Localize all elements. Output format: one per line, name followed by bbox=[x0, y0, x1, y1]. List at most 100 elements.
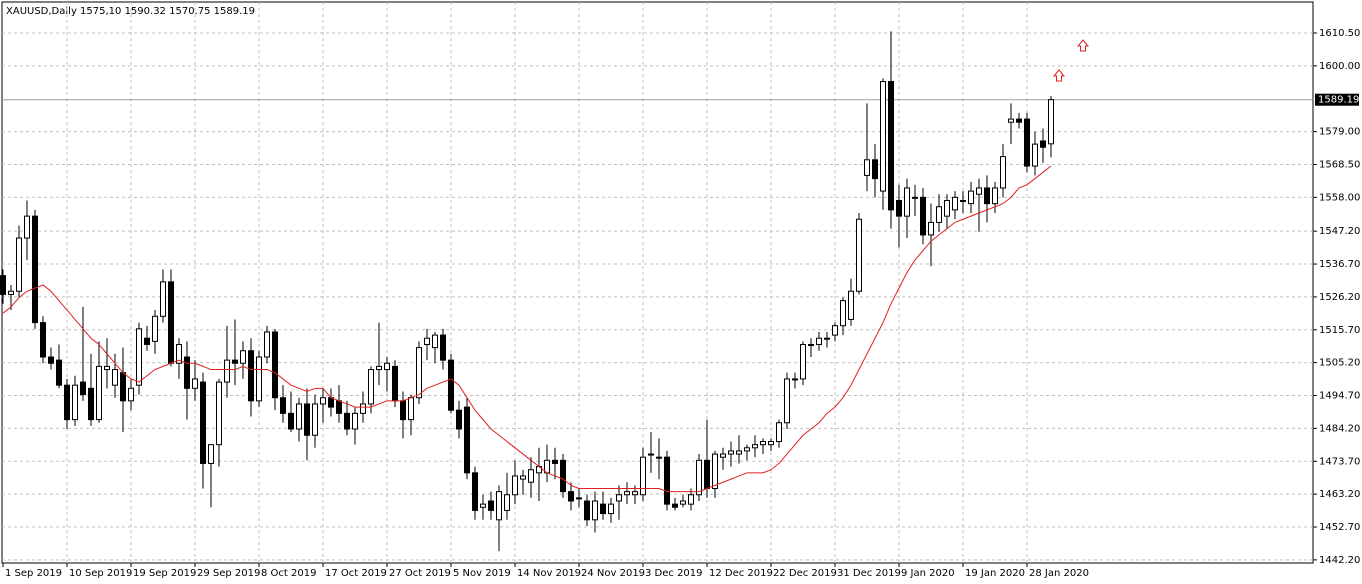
y-tick-label: 1610.50 bbox=[1319, 28, 1360, 39]
candle-body bbox=[272, 331, 278, 399]
candle-body bbox=[256, 356, 262, 402]
candle-body bbox=[200, 381, 206, 464]
candle-body bbox=[216, 381, 222, 446]
candle-body bbox=[920, 196, 926, 236]
candle-body bbox=[416, 347, 422, 399]
candle-body bbox=[808, 343, 814, 346]
candle-body bbox=[336, 400, 342, 414]
candle-body bbox=[32, 215, 38, 324]
candle-body bbox=[816, 337, 822, 345]
candle-body bbox=[160, 281, 166, 317]
x-tick-label: 31 Dec 2019 bbox=[837, 568, 901, 579]
plot-frame bbox=[1, 1, 1314, 564]
candle-body bbox=[824, 337, 830, 340]
candle-body bbox=[656, 456, 662, 459]
candle-body bbox=[672, 503, 678, 508]
candle-body bbox=[224, 359, 230, 383]
moving-average bbox=[2, 165, 1052, 493]
candle-body bbox=[360, 403, 366, 414]
x-tick-label: 10 Sep 2019 bbox=[69, 568, 132, 579]
candle-body bbox=[296, 403, 302, 430]
y-tick-label: 1484.20 bbox=[1319, 423, 1360, 434]
candle-body bbox=[624, 491, 630, 496]
candle-body bbox=[1008, 118, 1014, 123]
candle-body bbox=[1016, 118, 1022, 123]
candle-body bbox=[880, 81, 886, 192]
candle-body bbox=[520, 475, 526, 480]
candle-body bbox=[872, 159, 878, 180]
candle-body bbox=[896, 199, 902, 217]
candle-body bbox=[128, 387, 134, 402]
candle-body bbox=[208, 444, 214, 464]
candle-body bbox=[408, 397, 414, 421]
x-tick-label: 14 Nov 2019 bbox=[517, 568, 581, 579]
candle-body bbox=[104, 365, 110, 371]
candle-body bbox=[176, 343, 182, 364]
candle-body bbox=[248, 350, 254, 402]
candle-body bbox=[480, 503, 486, 508]
candle-body bbox=[768, 441, 774, 446]
candle-body bbox=[608, 503, 614, 515]
candle-body bbox=[240, 350, 246, 364]
candle-body bbox=[600, 503, 606, 515]
candle-body bbox=[40, 322, 46, 358]
candle-body bbox=[800, 343, 806, 380]
x-tick-label: 19 Sep 2019 bbox=[133, 568, 196, 579]
candle-body bbox=[744, 447, 750, 452]
candle-body bbox=[400, 400, 406, 421]
candle-body bbox=[1000, 156, 1006, 189]
candle-body bbox=[112, 369, 118, 386]
candle-body bbox=[488, 500, 494, 511]
candle-body bbox=[696, 459, 702, 496]
candle-body bbox=[584, 500, 590, 521]
candle-body bbox=[936, 206, 942, 223]
candle-body bbox=[928, 221, 934, 236]
candle-body bbox=[848, 290, 854, 320]
candle-body bbox=[1032, 143, 1038, 167]
y-tick-label: 1452.70 bbox=[1319, 522, 1360, 533]
y-tick-label: 1494.70 bbox=[1319, 391, 1360, 402]
candle-body bbox=[784, 378, 790, 424]
candle-body bbox=[72, 384, 78, 421]
candle-body bbox=[792, 378, 798, 381]
candle-body bbox=[616, 494, 622, 502]
candle-body bbox=[440, 334, 446, 361]
y-tick-label: 1547.20 bbox=[1319, 226, 1360, 237]
candle-body bbox=[192, 378, 198, 389]
price-tag bbox=[1315, 93, 1359, 106]
candle-body bbox=[504, 494, 510, 511]
y-tick-label: 1600.00 bbox=[1319, 61, 1360, 72]
candle-body bbox=[912, 196, 918, 199]
candle-body bbox=[728, 450, 734, 455]
candle-body bbox=[288, 412, 294, 430]
candle-body bbox=[152, 315, 158, 342]
candle-body bbox=[80, 381, 86, 396]
candle-body bbox=[736, 450, 742, 455]
x-tick-label: 19 Jan 2020 bbox=[965, 568, 1025, 579]
candle-body bbox=[680, 500, 686, 505]
candle-body bbox=[648, 453, 654, 456]
y-tick-label: 1463.20 bbox=[1319, 489, 1360, 500]
candle-body bbox=[984, 187, 990, 205]
y-tick-label: 1579.00 bbox=[1319, 127, 1360, 138]
price-tag-label: 1589.19 bbox=[1318, 95, 1359, 106]
x-tick-label: 9 Jan 2020 bbox=[901, 568, 955, 579]
x-tick-label: 1 Sep 2019 bbox=[5, 568, 62, 579]
x-tick-label: 5 Nov 2019 bbox=[453, 568, 511, 579]
x-tick-label: 3 Dec 2019 bbox=[645, 568, 703, 579]
candle-body bbox=[120, 372, 126, 402]
candle-body bbox=[280, 397, 286, 414]
candle-body bbox=[512, 475, 518, 496]
candle-body bbox=[136, 328, 142, 386]
candle-body bbox=[1024, 118, 1030, 167]
x-tick-label: 29 Sep 2019 bbox=[197, 568, 260, 579]
candle-body bbox=[168, 281, 174, 364]
candle-body bbox=[448, 359, 454, 411]
candle-body bbox=[304, 403, 310, 436]
candle-body bbox=[352, 412, 358, 430]
candle-body bbox=[576, 497, 582, 500]
candle-body bbox=[888, 81, 894, 211]
candle-body bbox=[472, 472, 478, 511]
x-tick-label: 22 Dec 2019 bbox=[773, 568, 837, 579]
candle-body bbox=[664, 456, 670, 505]
